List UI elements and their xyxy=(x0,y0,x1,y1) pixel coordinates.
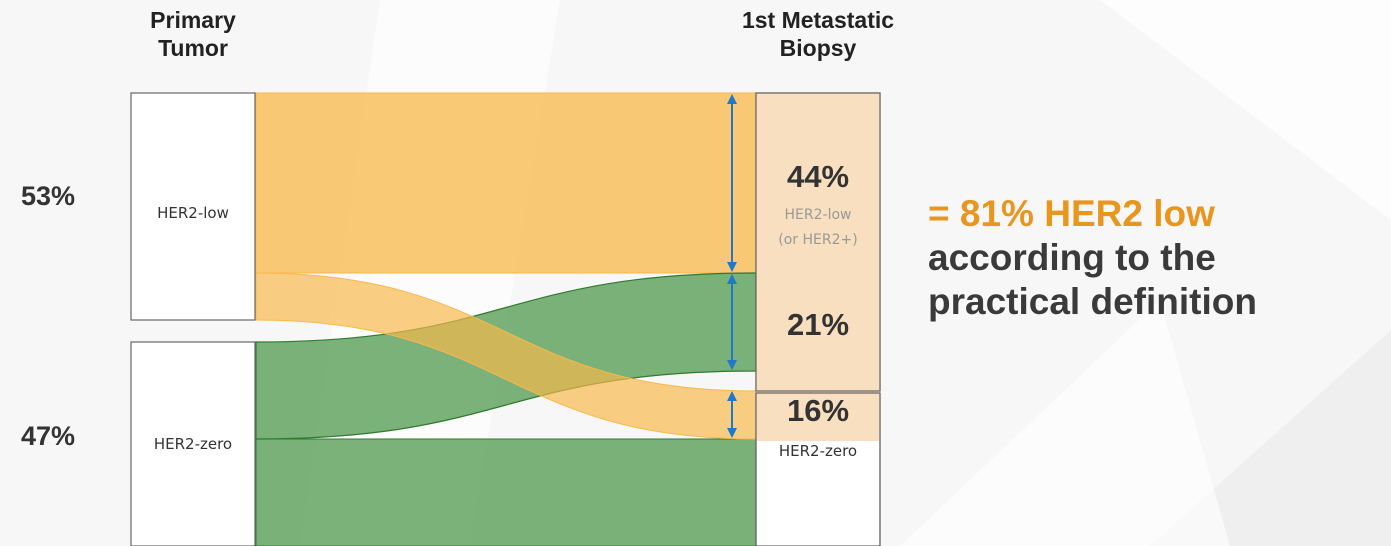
primary-her2-low-box xyxy=(130,92,256,321)
arrow-44 xyxy=(727,94,737,272)
meta-header-line2: Biopsy xyxy=(779,35,857,61)
primary-low-pct: 53% xyxy=(21,181,76,211)
conclusion-highlight: = 81% HER2 low xyxy=(928,193,1215,234)
meta-zero-to-low-pct: 21% xyxy=(787,307,849,342)
conclusion-text: = 81% HER2 low according to the practica… xyxy=(928,192,1388,324)
meta-low-pct: 44% xyxy=(787,159,849,194)
primary-zero-pct: 47% xyxy=(21,421,76,451)
meta-low-highlight xyxy=(756,93,880,441)
meta-low-to-zero-pct: 16% xyxy=(787,393,849,428)
primary-her2-zero-box xyxy=(130,341,256,546)
meta-low-label1: HER2-low xyxy=(785,207,852,223)
primary-her2-zero-label: HER2-zero xyxy=(154,435,232,453)
meta-her2-zero-label: HER2-zero xyxy=(779,442,857,460)
meta-low-label2: (or HER2+) xyxy=(778,232,857,248)
arrow-16 xyxy=(727,391,737,438)
conclusion-line3: practical definition xyxy=(928,281,1257,322)
primary-header-line1: Primary xyxy=(150,7,236,33)
conclusion-line2: according to the xyxy=(928,237,1216,278)
arrow-21 xyxy=(727,274,737,370)
flow-zero-to-zero xyxy=(255,438,757,546)
primary-tumor-header: Primary Tumor xyxy=(113,6,273,62)
metastatic-biopsy-header: 1st Metastatic Biopsy xyxy=(693,6,943,62)
meta-header-line1: 1st Metastatic xyxy=(741,7,895,33)
primary-header-line2: Tumor xyxy=(158,35,228,61)
flow-low-to-low xyxy=(255,92,757,274)
primary-her2-low-label: HER2-low xyxy=(157,204,229,222)
